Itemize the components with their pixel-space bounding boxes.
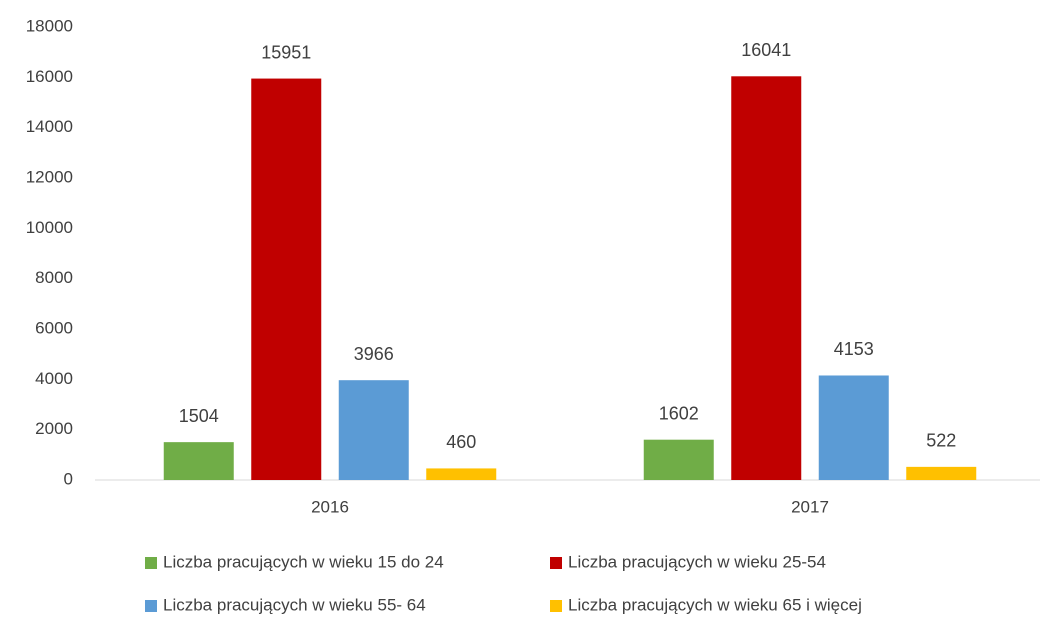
y-tick-label: 6000 bbox=[35, 318, 73, 337]
x-tick-label: 2017 bbox=[791, 497, 829, 516]
y-tick-label: 16000 bbox=[26, 67, 73, 86]
bar bbox=[251, 78, 322, 480]
data-label: 16041 bbox=[741, 40, 791, 60]
legend-swatch bbox=[145, 557, 157, 569]
bar bbox=[731, 76, 802, 480]
bar bbox=[906, 466, 977, 480]
y-tick-label: 4000 bbox=[35, 369, 73, 388]
x-tick-label: 2016 bbox=[311, 497, 349, 516]
legend-swatch bbox=[550, 557, 562, 569]
legend-swatch bbox=[145, 600, 157, 612]
y-tick-label: 12000 bbox=[26, 167, 73, 186]
y-tick-label: 18000 bbox=[26, 16, 73, 35]
y-tick-label: 2000 bbox=[35, 419, 73, 438]
y-tick-label: 8000 bbox=[35, 268, 73, 287]
bar bbox=[426, 468, 497, 480]
legend-swatch bbox=[550, 600, 562, 612]
legend-label: Liczba pracujących w wieku 25-54 bbox=[568, 552, 826, 571]
bar bbox=[818, 375, 889, 480]
data-label: 460 bbox=[446, 432, 476, 452]
bar bbox=[643, 439, 714, 480]
data-label: 15951 bbox=[261, 42, 311, 62]
data-label: 1602 bbox=[659, 403, 699, 423]
legend-label: Liczba pracujących w wieku 55- 64 bbox=[163, 595, 426, 614]
y-tick-label: 14000 bbox=[26, 117, 73, 136]
legend-label: Liczba pracujących w wieku 15 do 24 bbox=[163, 552, 444, 571]
bar bbox=[163, 442, 234, 480]
y-tick-label: 0 bbox=[64, 469, 73, 488]
bar bbox=[338, 380, 409, 480]
y-tick-label: 10000 bbox=[26, 218, 73, 237]
data-label: 522 bbox=[926, 431, 956, 451]
data-label: 4153 bbox=[834, 339, 874, 359]
legend-label: Liczba pracujących w wieku 65 i więcej bbox=[568, 595, 862, 614]
data-label: 3966 bbox=[354, 344, 394, 364]
data-label: 1504 bbox=[179, 406, 219, 426]
